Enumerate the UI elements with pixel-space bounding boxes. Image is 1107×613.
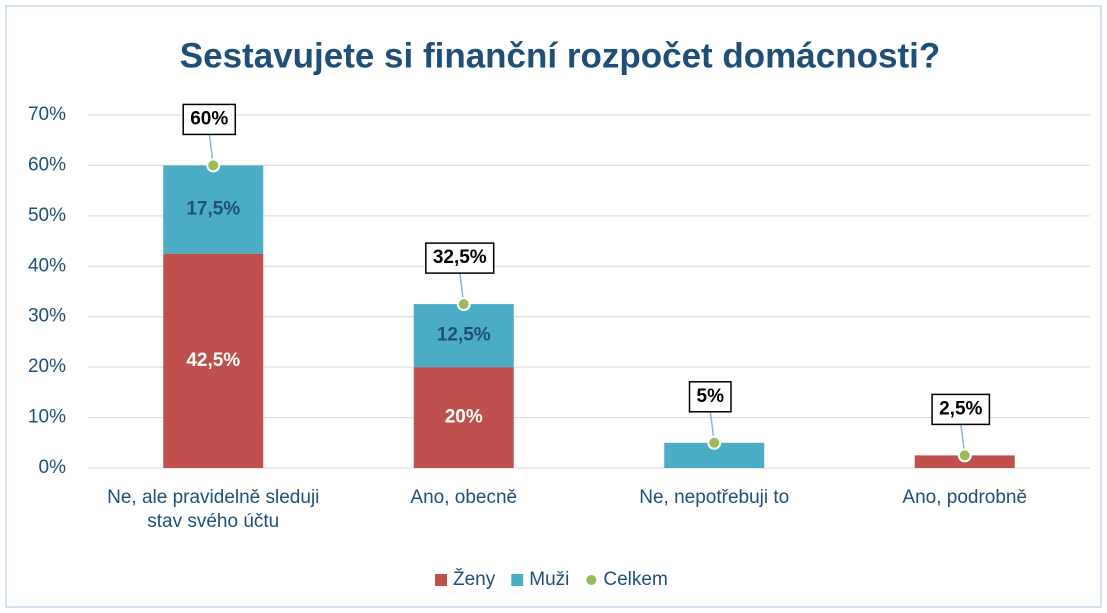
y-tick-label: 30% [28, 306, 66, 327]
y-tick-label: 50% [28, 205, 66, 226]
x-tick-label: Ano, podrobně [902, 487, 1028, 508]
x-tick-label: Ne, nepotřebuji to [639, 487, 790, 508]
legend-marker [584, 573, 599, 587]
data-label: 32,5% [433, 247, 487, 268]
legend-swatch [511, 574, 524, 586]
legend-swatch [435, 574, 447, 586]
x-tick-label: Ano, obecně [410, 487, 518, 508]
data-label-box [688, 381, 732, 413]
y-tick-label: 10% [28, 407, 66, 428]
bar [413, 367, 514, 468]
y-tick-label: 70% [28, 104, 66, 125]
y-tick-label: 0% [39, 457, 67, 478]
data-label: 60% [190, 108, 228, 129]
data-label: 2,5% [939, 398, 982, 419]
data-label: 20% [445, 407, 483, 428]
y-tick-label: 40% [28, 255, 66, 276]
legend-label: Ženy [453, 568, 496, 590]
marker [456, 297, 471, 312]
data-label-box [182, 103, 237, 136]
x-tick-label: Ne, ale pravidelně sleduji stav svého úč… [107, 487, 320, 532]
marker [707, 435, 722, 450]
legend-label: Celkem [603, 569, 667, 590]
data-label: 12,5% [437, 325, 491, 346]
bar [163, 253, 264, 468]
data-label-box [425, 242, 495, 274]
data-label: 5% [697, 386, 725, 407]
bar [413, 304, 514, 368]
data-label: 42,5% [186, 350, 240, 371]
marker [957, 448, 972, 463]
data-label-box [931, 393, 991, 426]
y-tick-label: 20% [28, 356, 66, 377]
legend-label: Muži [529, 569, 569, 590]
chart-title: Sestavujete si finanční rozpočet domácno… [180, 36, 940, 75]
data-label: 17,5% [186, 199, 240, 220]
marker [206, 158, 221, 173]
y-tick-label: 60% [28, 154, 66, 175]
bar [163, 165, 264, 254]
